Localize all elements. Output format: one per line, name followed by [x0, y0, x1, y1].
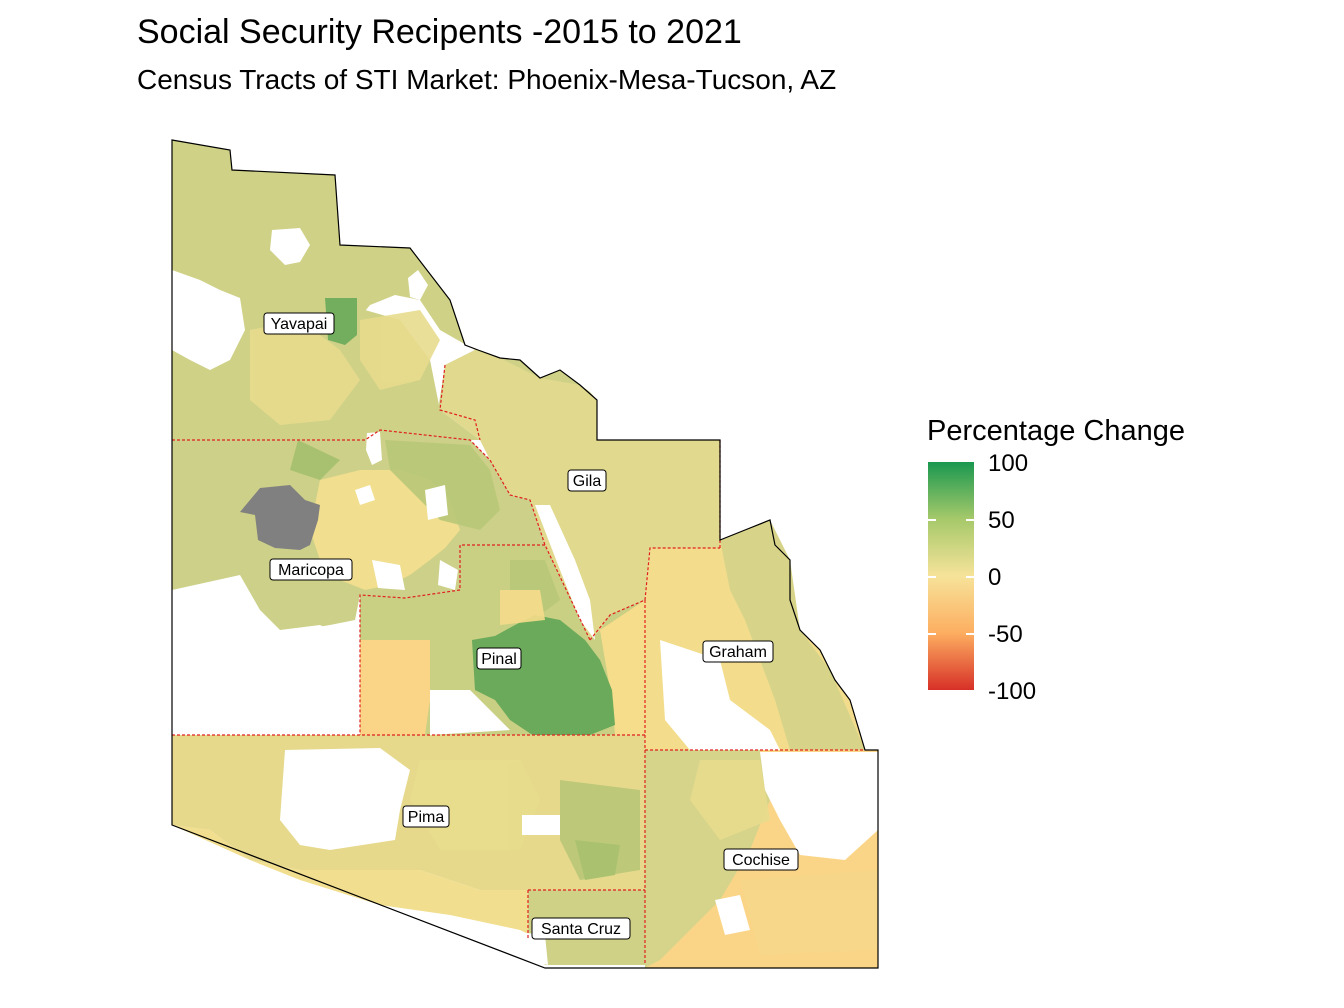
svg-text:Pinal: Pinal	[481, 651, 517, 668]
region-pinal-east	[600, 600, 645, 735]
region-pima-southwest	[172, 825, 530, 935]
market-outline	[171, 139, 879, 969]
tract-variations	[250, 298, 878, 955]
svg-text:Maricopa: Maricopa	[278, 562, 344, 579]
county-label-pima: Pima	[402, 805, 450, 828]
legend-tick-mark	[928, 633, 936, 635]
map-subtitle: Census Tracts of STI Market: Phoenix-Mes…	[137, 64, 837, 95]
map-title: Social Security Recipents -2015 to 2021	[137, 13, 742, 51]
legend-tick-label: 100	[988, 450, 1029, 477]
county-label-pinal: Pinal	[476, 647, 522, 670]
county-label-santa-cruz: Santa Cruz	[531, 917, 631, 940]
region-gila	[440, 350, 720, 640]
tract-fills	[172, 140, 878, 968]
svg-text:Santa Cruz: Santa Cruz	[541, 921, 621, 938]
svg-text:Yavapai: Yavapai	[271, 316, 328, 333]
county-label-yavapai: Yavapai	[263, 312, 335, 335]
region-greenlee	[720, 520, 865, 750]
county-label-cochise: Cochise	[723, 848, 799, 871]
svg-text:Graham: Graham	[709, 644, 767, 661]
county-label-maricopa: Maricopa	[269, 558, 353, 581]
legend-tick-label: 50	[988, 507, 1015, 534]
legend-title: Percentage Change	[927, 415, 1185, 447]
legend-tick-label: 0	[988, 564, 1002, 591]
svg-text:Cochise: Cochise	[732, 852, 790, 869]
svg-text:Pima: Pima	[408, 809, 445, 826]
svg-text:Gila: Gila	[573, 473, 602, 490]
region-no-data	[240, 485, 320, 550]
legend-tick-mark	[966, 576, 974, 578]
county-label-graham: Graham	[702, 640, 774, 663]
legend-tick-mark	[928, 519, 936, 521]
legend-tick-mark	[966, 633, 974, 635]
legend-tick-label: -100	[988, 678, 1037, 705]
empty-areas	[172, 228, 878, 965]
region-pinal-highgrowth	[472, 615, 615, 740]
legend-tick-label: -50	[988, 621, 1023, 648]
legend-tick-mark	[966, 519, 974, 521]
county-label-gila: Gila	[567, 469, 607, 492]
region-pinal-south	[360, 640, 430, 735]
legend-tick-mark	[928, 576, 936, 578]
